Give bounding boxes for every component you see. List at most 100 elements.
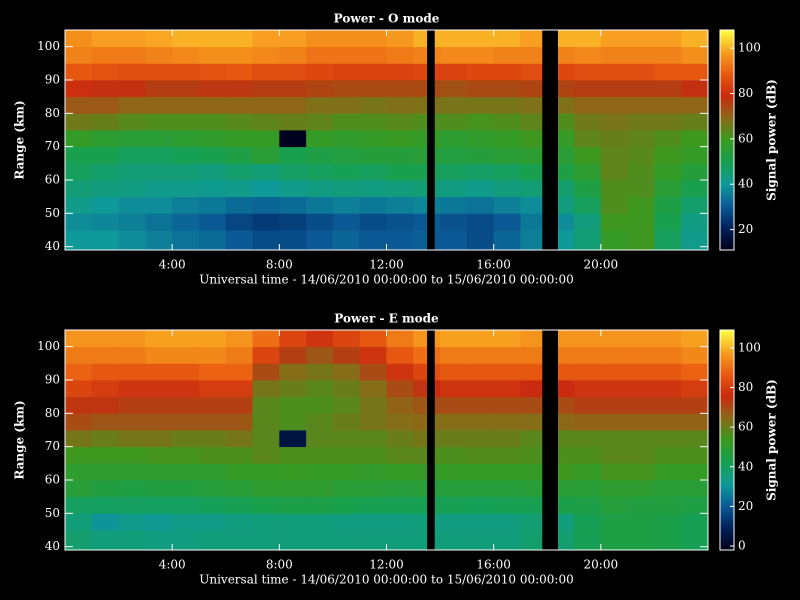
heatmap-cell: [252, 196, 280, 214]
heatmap-cell: [493, 513, 521, 531]
heatmap-cell: [574, 363, 602, 381]
heatmap-cell: [493, 63, 521, 81]
heatmap-cell: [359, 46, 387, 64]
heatmap-cell: [627, 163, 655, 181]
heatmap-cell: [279, 63, 307, 81]
heatmap-cell: [359, 180, 387, 198]
heatmap-cell: [65, 430, 93, 448]
heatmap-cell: [279, 363, 307, 381]
heatmap-cell: [172, 30, 200, 48]
heatmap-cell: [198, 213, 227, 231]
heatmap-cell: [386, 213, 414, 231]
heatmap-cell: [118, 113, 146, 131]
heatmap-cell: [386, 63, 414, 81]
heatmap-cell: [466, 346, 495, 364]
x-tick-label: 4:00: [159, 558, 186, 572]
y-tick-label: 90: [45, 373, 60, 387]
heatmap-cell: [434, 446, 441, 464]
heatmap-cell: [627, 196, 655, 214]
heatmap-cell: [145, 146, 173, 164]
colorbar-tick-label: 60: [738, 131, 753, 145]
heatmap-cell: [557, 463, 575, 481]
heatmap-cell: [557, 496, 575, 514]
heatmap-cell: [574, 380, 602, 398]
heatmap-cell: [681, 496, 709, 514]
y-tick-label: 50: [45, 206, 60, 220]
heatmap-cell: [91, 163, 119, 181]
heatmap-cell: [118, 346, 146, 364]
heatmap-cell: [225, 230, 253, 251]
heatmap-cell: [91, 330, 119, 348]
heatmap-cell: [557, 513, 575, 531]
heatmap-cell: [600, 330, 629, 348]
heatmap-cell: [520, 63, 543, 81]
heatmap-cell: [332, 113, 361, 131]
heatmap-cell: [198, 146, 227, 164]
heatmap-cell: [654, 430, 682, 448]
heatmap-cell: [557, 213, 575, 231]
heatmap-cell: [145, 196, 173, 214]
heatmap-cell: [600, 480, 629, 498]
heatmap-cell: [493, 96, 521, 114]
heatmap-cell: [145, 380, 173, 398]
heatmap-cell: [413, 96, 428, 114]
heatmap-cell: [332, 346, 361, 364]
heatmap-cell: [681, 113, 709, 131]
heatmap-cell: [332, 480, 361, 498]
heatmap-cell: [440, 413, 468, 431]
heatmap-cell: [359, 330, 387, 348]
x-tick-label: 16:00: [476, 258, 511, 272]
heatmap-cell: [413, 480, 428, 498]
heatmap-cell: [493, 46, 521, 64]
heatmap-cell: [574, 513, 602, 531]
heatmap-cell: [118, 396, 146, 414]
heatmap-cell: [520, 396, 543, 414]
heatmap-cell: [413, 30, 428, 48]
heatmap-cell: [172, 446, 200, 464]
heatmap-cell: [332, 446, 361, 464]
heatmap-cell: [654, 230, 682, 251]
heatmap-cell: [466, 163, 495, 181]
heatmap-cell: [306, 80, 334, 98]
heatmap-cell: [520, 430, 543, 448]
heatmap-cell: [413, 113, 428, 131]
y-tick-label: 80: [45, 406, 60, 420]
heatmap-cell: [65, 113, 93, 131]
heatmap-cell: [466, 430, 495, 448]
heatmap-cell: [359, 363, 387, 381]
heatmap-cell: [279, 430, 307, 448]
heatmap-cell: [434, 146, 441, 164]
heatmap-cell: [574, 396, 602, 414]
heatmap-cell: [225, 513, 253, 531]
heatmap-cell: [225, 430, 253, 448]
heatmap-cell: [198, 230, 227, 251]
heatmap-cell: [306, 430, 334, 448]
heatmap-cell: [413, 463, 428, 481]
heatmap-cell: [386, 230, 414, 251]
heatmap-cell: [65, 146, 93, 164]
heatmap-cell: [118, 80, 146, 98]
x-tick-label: 8:00: [266, 258, 293, 272]
heatmap-cell: [332, 463, 361, 481]
panel-title: Power - O mode: [334, 12, 440, 26]
heatmap-cell: [466, 130, 495, 148]
heatmap-cell: [600, 180, 629, 198]
heatmap-cell: [520, 463, 543, 481]
heatmap-cell: [434, 480, 441, 498]
heatmap-cell: [252, 463, 280, 481]
heatmap-cell: [386, 146, 414, 164]
heatmap-cell: [172, 496, 200, 514]
heatmap-cell: [574, 63, 602, 81]
heatmap-cell: [520, 80, 543, 98]
heatmap-cell: [386, 96, 414, 114]
heatmap-cell: [198, 430, 227, 448]
y-tick-label: 40: [45, 239, 60, 253]
heatmap-cell: [557, 346, 575, 364]
heatmap-cell: [252, 363, 280, 381]
heatmap-cell: [574, 446, 602, 464]
heatmap-cell: [306, 530, 334, 551]
heatmap-cell: [520, 196, 543, 214]
heatmap-cell: [600, 230, 629, 251]
heatmap-cell: [466, 463, 495, 481]
heatmap-cell: [493, 130, 521, 148]
